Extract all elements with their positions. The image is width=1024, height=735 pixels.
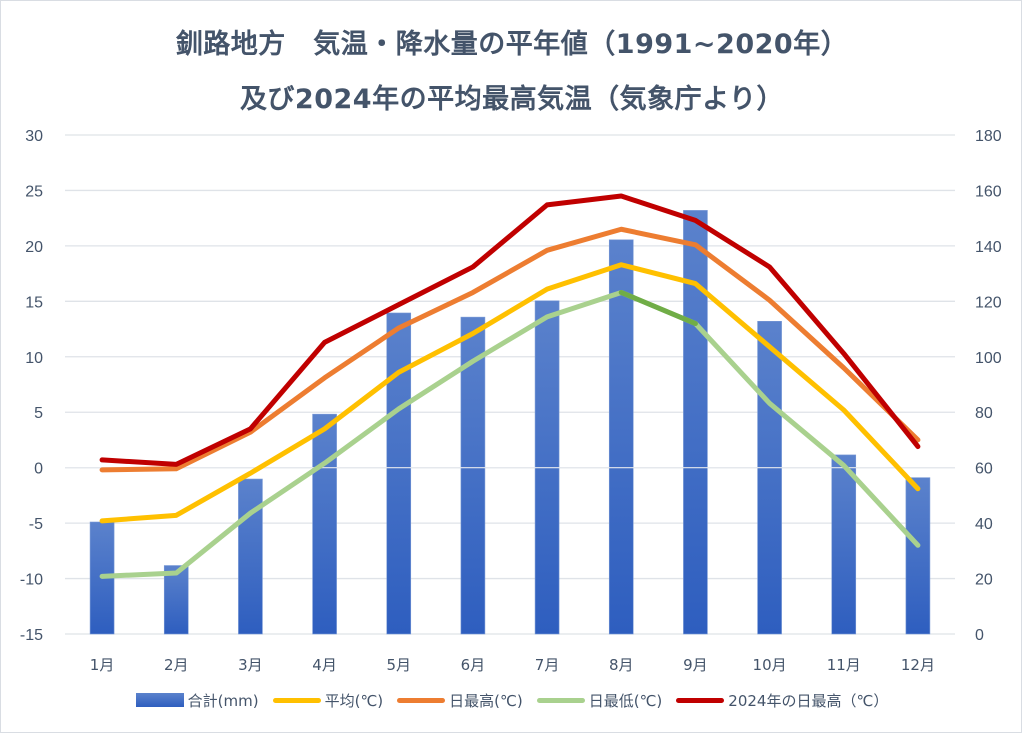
chart-title-line-1: 釧路地方 気温・降水量の平年値（1991~2020年） — [175, 29, 849, 60]
x-axis-ticks: 1月 2月 3月 4月 5月 6月 7月 8月 9月 10月 11月 12月 — [90, 656, 935, 674]
left-axis-tick-label: -5 — [29, 516, 43, 533]
x-axis-tick-label: 6月 — [461, 656, 486, 674]
legend-label: 日最低(℃) — [588, 691, 663, 710]
right-axis-tick-label: 40 — [975, 516, 993, 533]
series-line-4[interactable] — [99, 193, 921, 467]
x-axis-tick-label: 4月 — [312, 656, 337, 674]
left-axis-ticks: 30 25 20 15 10 5 0 -5 -10 -15 — [20, 128, 43, 644]
x-axis-tick-label: 8月 — [609, 656, 634, 674]
legend-line-swatch-icon — [676, 697, 725, 703]
right-axis-tick-label: 0 — [975, 627, 984, 644]
right-axis-tick-label: 60 — [975, 461, 993, 478]
left-axis-tick-label: -10 — [20, 572, 43, 589]
precipitation-bar[interactable] — [831, 454, 857, 635]
legend-line-swatch-icon — [272, 697, 321, 703]
left-axis-tick-label: 25 — [25, 183, 43, 200]
x-axis-tick-label: 9月 — [683, 656, 708, 674]
left-axis-tick-label: 0 — [34, 461, 43, 478]
series-line-3[interactable] — [99, 289, 921, 579]
left-axis-tick-label: 5 — [34, 405, 43, 422]
legend-label: 日最高(℃) — [449, 691, 523, 710]
legend-item-daily-min[interactable]: 日最低(℃) — [536, 690, 663, 711]
x-axis-tick-label: 11月 — [827, 656, 861, 674]
temperature-lines — [99, 193, 921, 579]
right-axis-tick-label: 120 — [975, 294, 1002, 311]
legend: 合計(mm) 平均(℃) 日最高(℃) 日最低(℃) 2024年の日最高（℃） — [0, 686, 1024, 714]
precipitation-bar[interactable] — [163, 565, 189, 635]
right-axis-tick-label: 80 — [975, 405, 993, 422]
left-axis-tick-label: 15 — [25, 294, 43, 311]
precipitation-bar[interactable] — [683, 210, 708, 635]
legend-line-swatch-icon — [536, 697, 585, 703]
highlighted-line-segment[interactable] — [618, 289, 698, 327]
legend-item-daily-max[interactable]: 日最高(℃) — [397, 690, 523, 711]
series-line-2[interactable] — [99, 226, 921, 473]
precipitation-bar[interactable] — [460, 316, 486, 635]
x-axis-tick-label: 3月 — [238, 656, 263, 674]
left-axis-tick-label: -15 — [20, 627, 43, 644]
legend-item-mean[interactable]: 平均(℃) — [272, 690, 384, 711]
x-axis-tick-label: 2月 — [164, 656, 189, 674]
legend-item-precipitation[interactable]: 合計(mm) — [135, 690, 259, 711]
right-axis-tick-label: 20 — [975, 572, 993, 589]
precipitation-bar[interactable] — [312, 413, 337, 635]
x-axis-tick-label: 12月 — [901, 656, 935, 674]
right-axis-tick-label: 180 — [975, 128, 1002, 145]
precipitation-bar[interactable] — [757, 320, 782, 635]
chart-title-line-2: 及び2024年の平均最高気温（気象庁より） — [239, 84, 785, 115]
legend-label: 合計(mm) — [187, 691, 259, 710]
x-axis-tick-label: 1月 — [90, 656, 115, 674]
x-axis-tick-label: 5月 — [386, 656, 411, 674]
right-axis-tick-label: 100 — [975, 350, 1002, 367]
legend-item-2024-max[interactable]: 2024年の日最高（℃） — [676, 690, 888, 711]
left-axis-tick-label: 20 — [25, 239, 43, 256]
precipitation-bar[interactable] — [608, 239, 634, 635]
left-axis-tick-label: 10 — [25, 350, 43, 367]
legend-line-swatch-icon — [397, 697, 446, 703]
legend-label: 平均(℃) — [324, 691, 384, 710]
legend-bar-swatch-icon — [135, 693, 184, 707]
precipitation-bar[interactable] — [905, 477, 931, 635]
right-axis-tick-label: 140 — [975, 239, 1002, 256]
x-axis-tick-label: 7月 — [535, 656, 560, 674]
legend-label: 2024年の日最高（℃） — [728, 691, 889, 710]
series-line-1[interactable] — [99, 262, 921, 524]
right-axis-tick-label: 160 — [975, 183, 1002, 200]
gridlines — [65, 134, 955, 635]
left-axis-tick-label: 30 — [25, 128, 43, 145]
x-axis-tick-label: 10月 — [753, 656, 787, 674]
right-axis-ticks: 180 160 140 120 100 80 60 40 20 0 — [975, 128, 1002, 644]
precipitation-bar[interactable] — [238, 478, 263, 635]
precipitation-bar[interactable] — [386, 312, 412, 635]
